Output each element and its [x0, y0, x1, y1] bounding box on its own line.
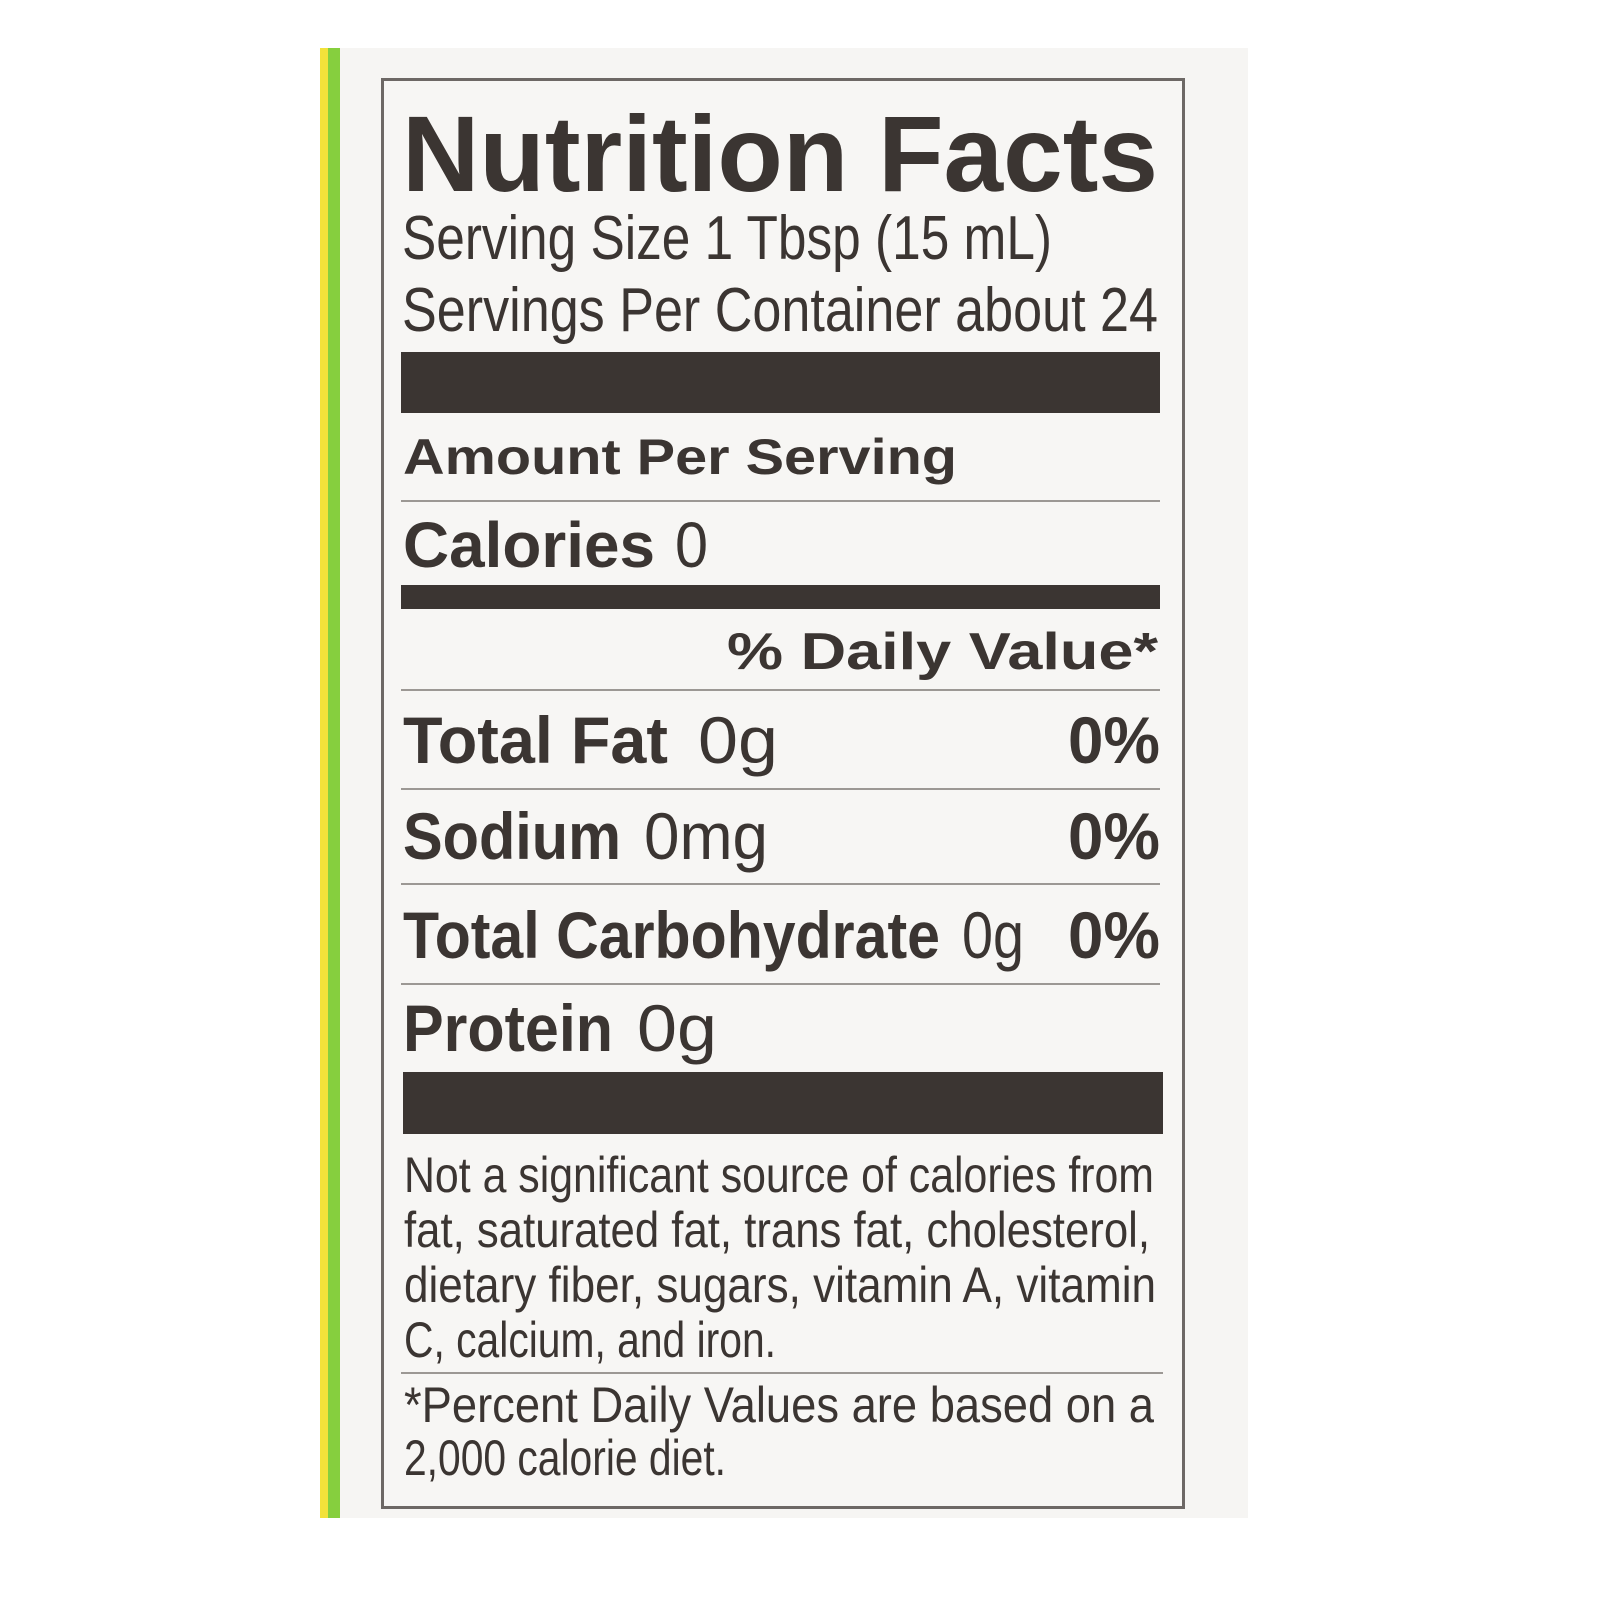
divider [401, 1372, 1163, 1374]
label-title: Nutrition Facts [402, 93, 1158, 214]
footnote-line: dietary fiber, sugars, vitamin A, vitami… [404, 1257, 1156, 1313]
green-stripe [328, 48, 340, 1518]
thick-divider [401, 352, 1160, 413]
calories-label: Calories [403, 509, 655, 581]
amount-per-serving: Amount Per Serving [403, 429, 957, 485]
divider [401, 689, 1160, 691]
divider [401, 883, 1160, 885]
serving-size: Serving Size 1 Tbsp (15 mL) [402, 204, 1052, 273]
nutrition-facts-panel [381, 78, 1185, 1509]
nutrient-name: Protein [403, 991, 613, 1065]
nutrient-dv: 0% [1068, 898, 1160, 972]
calories-value: 0 [675, 509, 708, 581]
divider [401, 788, 1160, 790]
nutrient-name: Total Fat [403, 703, 668, 777]
footnote-line: fat, saturated fat, trans fat, cholester… [404, 1202, 1150, 1258]
product-package [320, 48, 1248, 1518]
nutrient-amount: 0mg [644, 799, 768, 873]
yellow-stripe [320, 48, 328, 1518]
dv-footnote-line: 2,000 calorie diet. [404, 1430, 726, 1486]
nutrient-amount: 0g [698, 703, 778, 777]
divider [401, 983, 1160, 985]
nutrient-dv: 0% [1068, 703, 1160, 777]
thick-divider [403, 1072, 1163, 1134]
footnote-line: C, calcium, and iron. [404, 1312, 776, 1368]
servings-per-container: Servings Per Container about 24 [402, 276, 1158, 345]
medium-divider [401, 585, 1160, 609]
nutrient-dv: 0% [1068, 799, 1160, 873]
nutrient-name: Sodium [403, 799, 621, 873]
divider [401, 500, 1160, 502]
nutrient-amount: 0g [637, 991, 717, 1065]
footnote-line: Not a significant source of calories fro… [404, 1147, 1154, 1203]
dv-footnote-line: *Percent Daily Values are based on a [404, 1377, 1154, 1433]
nutrient-amount: 0g [962, 898, 1024, 972]
nutrient-name: Total Carbohydrate [403, 898, 940, 972]
daily-value-header: % Daily Value* [727, 623, 1158, 681]
